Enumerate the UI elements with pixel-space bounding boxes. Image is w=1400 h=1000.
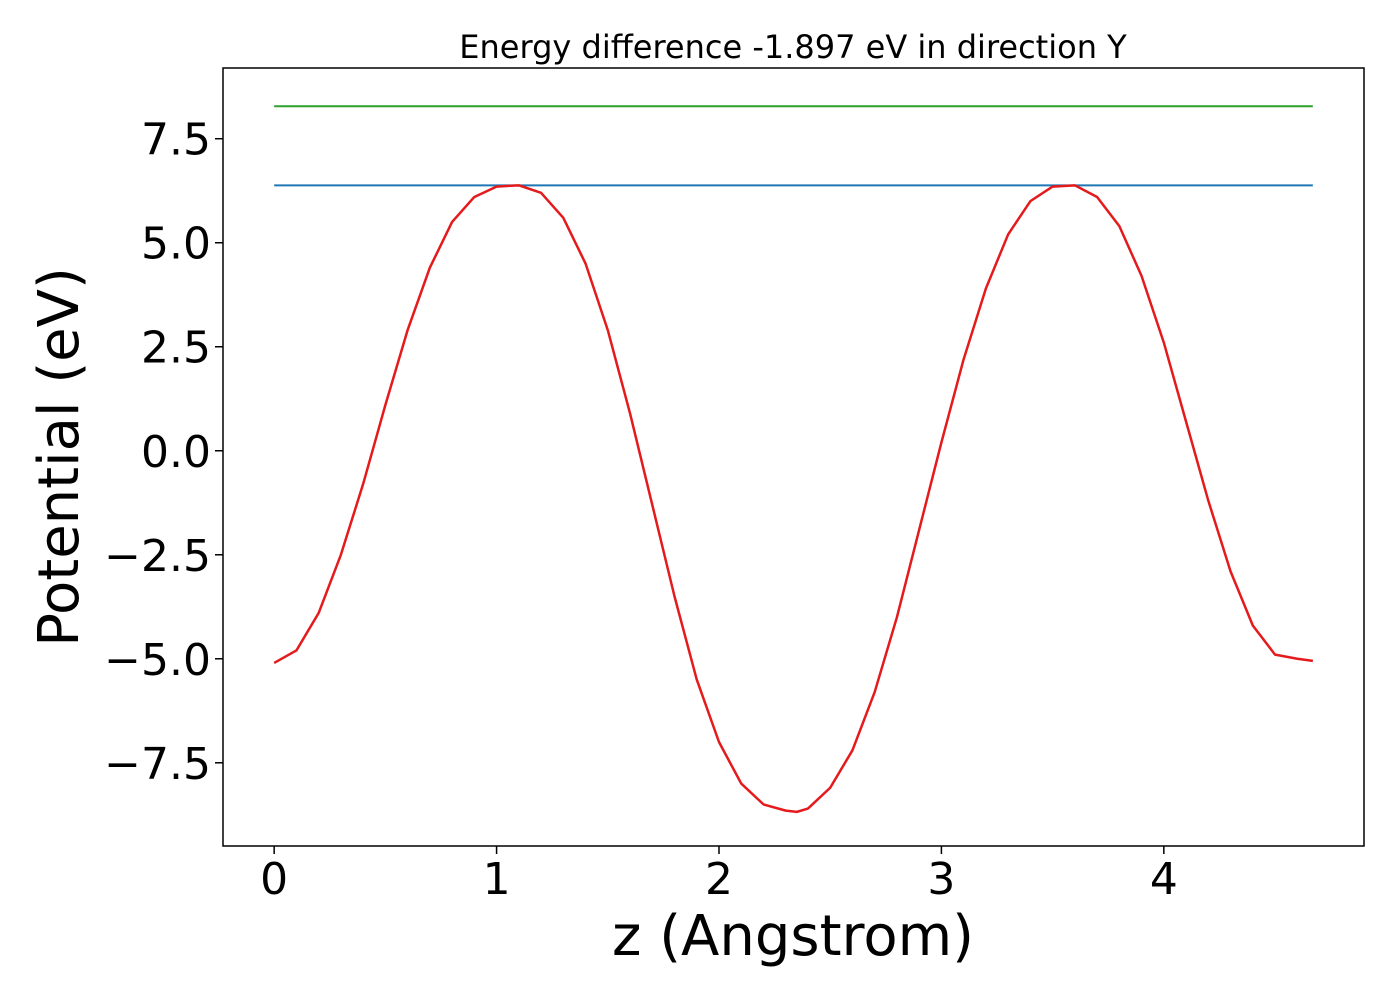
x-tick-label: 1: [483, 854, 511, 905]
x-tick-label: 4: [1150, 854, 1178, 905]
x-axis-ticks: 0 1 2 3 4: [260, 846, 1178, 905]
x-axis-label: z (Angstrom): [612, 904, 974, 969]
y-tick-label: −2.5: [104, 531, 211, 582]
x-tick-label: 0: [260, 854, 288, 905]
y-tick-label: 2.5: [141, 323, 211, 374]
y-tick-label: 5.0: [141, 219, 211, 270]
y-tick-label: −7.5: [104, 739, 211, 790]
x-tick-label: 2: [705, 854, 733, 905]
plot-area: [273, 105, 1314, 814]
y-axis-ticks: −7.5 −5.0 −2.5 0.0 2.5 5.0 7.5: [104, 115, 223, 790]
y-tick-label: −5.0: [104, 635, 211, 686]
x-tick-label: 3: [927, 854, 955, 905]
y-tick-label: 7.5: [141, 115, 211, 166]
axes-frame: [222, 67, 1365, 847]
series-potential: [273, 184, 1314, 814]
y-axis-label: Potential (eV): [27, 267, 92, 647]
chart-title: Energy difference -1.897 eV in direction…: [459, 28, 1127, 66]
y-tick-label: 0.0: [141, 427, 211, 478]
